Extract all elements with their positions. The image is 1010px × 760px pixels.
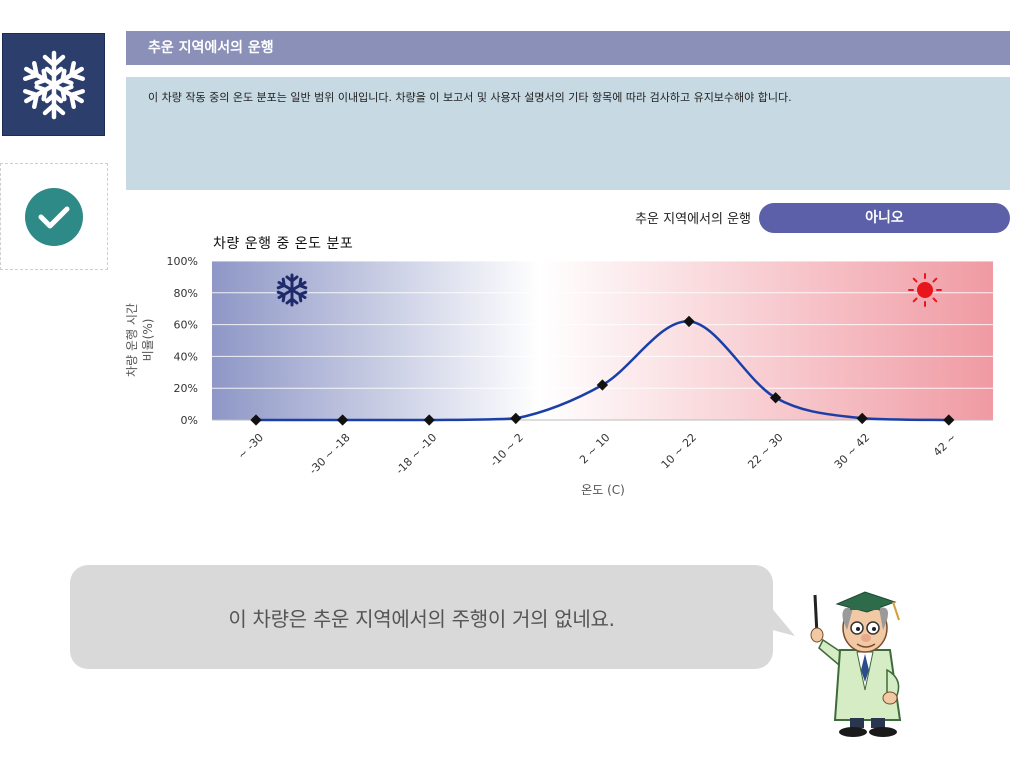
snowflake-tile — [2, 33, 105, 136]
y-tick-label: 20% — [174, 382, 198, 395]
x-tick-label: 2 ~ 10 — [577, 431, 613, 467]
data-point — [596, 379, 609, 391]
x-tick-label: -18 ~ -10 — [393, 431, 439, 477]
x-tick-label: -30 ~ -18 — [307, 431, 353, 477]
series-line — [255, 320, 949, 422]
x-tick-label: -10 ~ 2 — [488, 431, 526, 469]
chart-title: 차량 운행 중 온도 분포 — [213, 236, 354, 252]
plot-background — [212, 261, 993, 420]
data-point — [769, 392, 782, 404]
y-tick-label: 40% — [174, 350, 198, 363]
y-tick-label: 100% — [167, 255, 198, 268]
x-tick-label: ~ -30 — [235, 431, 266, 462]
x-tick-label: 42 ~ — [931, 431, 959, 459]
x-axis-label: 온도 (C) — [581, 483, 625, 497]
check-tile — [0, 163, 108, 270]
check-circle-icon — [25, 187, 83, 246]
data-point — [856, 412, 868, 425]
data-point — [423, 414, 435, 426]
data-point — [510, 412, 522, 425]
status-label: 추운 지역에서의 운행 — [635, 212, 751, 227]
sun-icon — [908, 273, 942, 307]
y-axis-label-line2: 비율(%) — [141, 319, 155, 362]
speech-bubble-tail — [765, 600, 795, 636]
status-badge: 아니오 — [759, 202, 1010, 233]
snowflake-icon — [276, 273, 308, 307]
x-tick-label: 22 ~ 30 — [745, 431, 785, 471]
x-tick-label: 30 ~ 42 — [832, 431, 872, 471]
section-title: 추운 지역에서의 운행 — [126, 31, 1010, 65]
data-point — [250, 414, 262, 426]
data-point — [336, 414, 349, 426]
y-tick-label: 0% — [181, 414, 198, 427]
data-point — [683, 315, 695, 328]
data-points — [250, 315, 955, 426]
speech-bubble: 이 차량은 추운 지역에서의 주행이 거의 없네요. — [70, 565, 773, 669]
x-tick-labels: ~ -30 -30 ~ -18 -18 ~ -10 -10 ~ 2 2 ~ 10 10 ~… — [235, 431, 959, 477]
status-row: 추운 지역에서의 운행 아니오 — [560, 202, 1010, 233]
data-point — [943, 414, 955, 426]
description-text: 이 차량 작동 중의 온도 분포는 일반 범위 이내입니다. 차량을 이 보고서… — [148, 91, 792, 104]
speech-text: 이 차량은 추운 지역에서의 주행이 거의 없네요. — [228, 606, 615, 631]
snowflake-icon — [22, 50, 85, 119]
y-tick-label: 60% — [174, 319, 198, 332]
professor-character-icon — [810, 591, 902, 737]
y-axis-label-line1: 차량 운행 시간 — [124, 303, 139, 377]
y-tick-labels: 0% 20% 40% 60% 80% 100% — [167, 255, 198, 427]
x-tick-label: 10 ~ 22 — [659, 431, 699, 471]
temperature-chart: 0% 20% 40% 60% 80% 100% ~ -30 -30 ~ -18 -18 ~ -… — [124, 255, 993, 497]
y-tick-label: 80% — [174, 287, 198, 300]
description-box: 이 차량 작동 중의 온도 분포는 일반 범위 이내입니다. 차량을 이 보고서… — [126, 77, 1010, 190]
